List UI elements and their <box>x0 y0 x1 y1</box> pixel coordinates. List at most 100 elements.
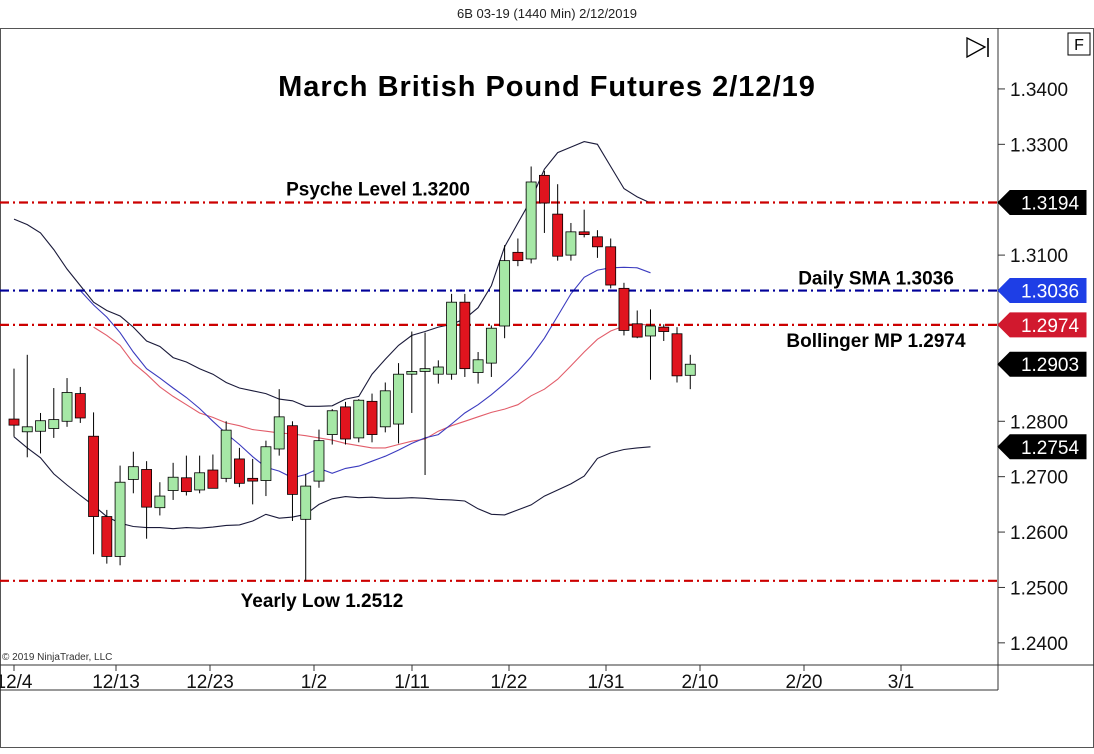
price-badge: 1.2754 <box>997 434 1087 460</box>
candle-body <box>127 466 139 480</box>
x-tick-label: 2/20 <box>786 672 823 693</box>
candle-body <box>207 469 219 489</box>
y-tick-label: 1.2400 <box>1010 634 1068 655</box>
f-button[interactable]: F <box>1067 32 1091 56</box>
price-badge-shape <box>997 278 1087 304</box>
y-tick-label: 1.2800 <box>1010 412 1068 433</box>
level-label: Psyche Level 1.3200 <box>286 179 470 200</box>
skip-to-end-icon[interactable] <box>966 36 989 59</box>
candle <box>578 209 590 238</box>
price-badge: 1.3036 <box>997 278 1087 304</box>
y-tick-label: 1.2700 <box>1010 468 1068 489</box>
price-badge: 1.2903 <box>997 351 1087 377</box>
candle-body <box>565 231 577 256</box>
bollinger-mid-line <box>93 323 651 449</box>
candle <box>645 309 656 380</box>
candle-body <box>446 301 457 375</box>
candle <box>247 458 259 505</box>
candle-body <box>419 368 431 372</box>
candle <box>525 166 537 264</box>
x-tick-label: 1/2 <box>301 672 327 693</box>
price-badge-text: 1.2974 <box>1021 316 1080 337</box>
candle-body <box>393 373 404 425</box>
candle-body <box>21 426 33 433</box>
price-chart[interactable]: 1.2400 1.2500 1.2600 1.2700 1.2800 1.3100 1.33… <box>0 28 1094 749</box>
x-tick-label: 1/22 <box>491 672 528 693</box>
candle <box>512 238 524 267</box>
candle-body <box>220 429 232 479</box>
candle <box>180 455 192 496</box>
candle-body <box>300 485 312 520</box>
candle-body <box>353 399 365 439</box>
candle <box>74 386 86 423</box>
candle-body <box>539 174 550 204</box>
candle <box>539 170 550 233</box>
f-button-label: F <box>1074 37 1084 54</box>
candle-body <box>631 323 643 338</box>
candle <box>287 421 298 521</box>
candle-body <box>645 325 656 337</box>
price-badge-shape <box>997 189 1087 215</box>
candle-body <box>578 231 590 236</box>
candle <box>326 409 338 445</box>
x-tick-label: 12/13 <box>92 672 140 693</box>
candle-body <box>406 371 418 375</box>
y-tick-label: 1.3100 <box>1010 246 1068 267</box>
candle-body <box>684 363 696 376</box>
candle <box>684 354 696 390</box>
price-badge-text: 1.2903 <box>1021 355 1079 376</box>
candles <box>8 166 696 581</box>
window-title: 6B 03-19 (1440 Min) 2/12/2019 <box>457 6 637 21</box>
x-tick-label: 12/23 <box>186 672 234 693</box>
candle-body <box>141 469 153 508</box>
candle-body <box>273 416 285 450</box>
candle <box>446 293 457 380</box>
level-label: Daily SMA 1.3036 <box>798 269 954 290</box>
candle-body <box>234 458 245 484</box>
candle-body <box>379 390 391 428</box>
candle <box>671 327 683 383</box>
copyright: © 2019 NinjaTrader, LLC <box>2 652 112 663</box>
x-tick-label: 1/11 <box>394 672 430 693</box>
candle <box>592 230 603 258</box>
candle-body <box>340 406 351 440</box>
candle-body <box>605 246 617 286</box>
y-tick-label: 1.3400 <box>1010 80 1068 101</box>
candle-body <box>88 435 99 517</box>
candle <box>605 238 617 289</box>
candle <box>21 354 33 458</box>
candle-body <box>180 477 192 493</box>
chart-frame[interactable]: 1.2400 1.2500 1.2600 1.2700 1.2800 1.3100 1.33… <box>0 28 1094 749</box>
candle <box>48 388 60 438</box>
candle <box>260 440 272 497</box>
candle-body <box>8 418 20 426</box>
candle-body <box>260 446 272 481</box>
candle <box>141 461 153 539</box>
candle <box>485 325 497 377</box>
price-badge-shape <box>997 434 1087 460</box>
sma-line <box>79 266 651 479</box>
candle <box>419 332 431 476</box>
level-labels: Psyche Level 1.3200 1.3194 Daily SMA 1.303… <box>241 179 1087 612</box>
candle <box>472 352 484 384</box>
candle-body <box>485 327 497 364</box>
indicator-lines <box>13 141 651 530</box>
candle <box>273 389 285 456</box>
candle <box>207 454 219 489</box>
candle <box>618 282 630 336</box>
x-tick-label: 1/31 <box>588 672 625 693</box>
bollinger-upper-line <box>13 141 651 407</box>
axis-ticks: 1.2400 1.2500 1.2600 1.2700 1.2800 1.3100 1.33… <box>0 80 1068 693</box>
candle-body <box>499 260 511 327</box>
chart-title: March British Pound Futures 2/12/19 <box>278 71 816 103</box>
candle-body <box>658 326 670 332</box>
candle-body <box>287 425 298 495</box>
level-lines <box>0 201 998 582</box>
candle <box>565 222 577 261</box>
candle-body <box>61 392 73 422</box>
price-badge-shape <box>997 351 1087 377</box>
candle <box>432 360 444 384</box>
candle-body <box>459 301 471 370</box>
candle <box>366 393 378 443</box>
candle <box>35 412 46 454</box>
